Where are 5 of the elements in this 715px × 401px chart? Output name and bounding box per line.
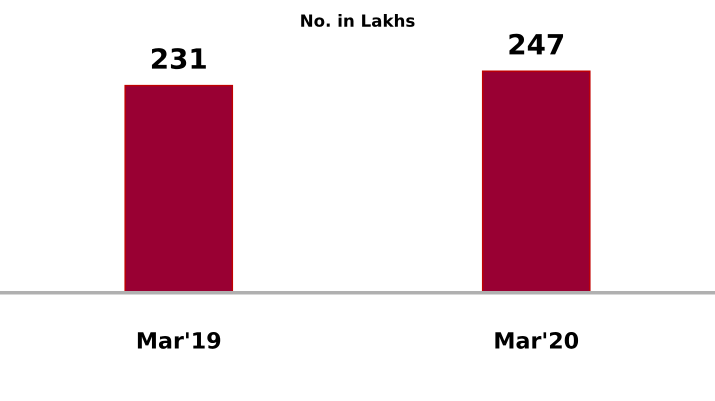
x-tick-label: Mar'20 — [495, 332, 578, 349]
data-label: 247 — [509, 34, 564, 54]
data-label: 231 — [152, 48, 206, 70]
chart-title: No. in Lakhs — [301, 14, 415, 27]
x-tick-label: Mar'19 — [138, 332, 220, 349]
